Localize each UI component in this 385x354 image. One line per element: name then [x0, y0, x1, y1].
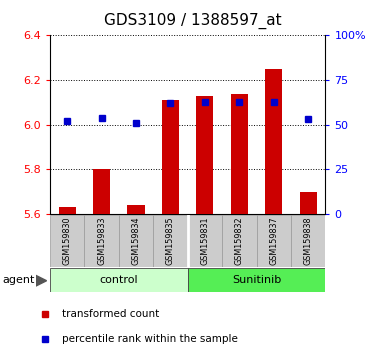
Bar	[256, 215, 291, 267]
Text: percentile rank within the sample: percentile rank within the sample	[62, 333, 238, 344]
Bar	[196, 96, 214, 214]
Bar	[50, 215, 84, 267]
Polygon shape	[36, 275, 47, 286]
Text: transformed count: transformed count	[62, 309, 159, 320]
Bar	[188, 215, 222, 267]
Text: control: control	[100, 275, 138, 285]
Text: GSM159838: GSM159838	[304, 216, 313, 265]
Text: Sunitinib: Sunitinib	[232, 275, 281, 285]
Text: GDS3109 / 1388597_at: GDS3109 / 1388597_at	[104, 12, 281, 29]
Bar	[222, 215, 256, 267]
Text: GSM159837: GSM159837	[269, 216, 278, 265]
Text: GSM159835: GSM159835	[166, 216, 175, 265]
Bar	[84, 215, 119, 267]
Text: GSM159832: GSM159832	[235, 216, 244, 265]
Bar	[291, 215, 325, 267]
Bar	[188, 268, 325, 292]
Bar	[231, 93, 248, 214]
Text: GSM159834: GSM159834	[132, 216, 141, 265]
Bar	[93, 170, 110, 214]
Bar	[127, 205, 145, 214]
Bar	[162, 100, 179, 214]
Text: GSM159833: GSM159833	[97, 216, 106, 265]
Text: GSM159830: GSM159830	[63, 216, 72, 265]
Bar	[59, 207, 76, 214]
Bar	[119, 215, 153, 267]
Bar	[265, 69, 282, 214]
Text: agent: agent	[2, 275, 34, 285]
Bar	[300, 192, 317, 214]
Text: GSM159831: GSM159831	[200, 216, 209, 265]
Bar	[153, 215, 188, 267]
Bar	[50, 268, 188, 292]
